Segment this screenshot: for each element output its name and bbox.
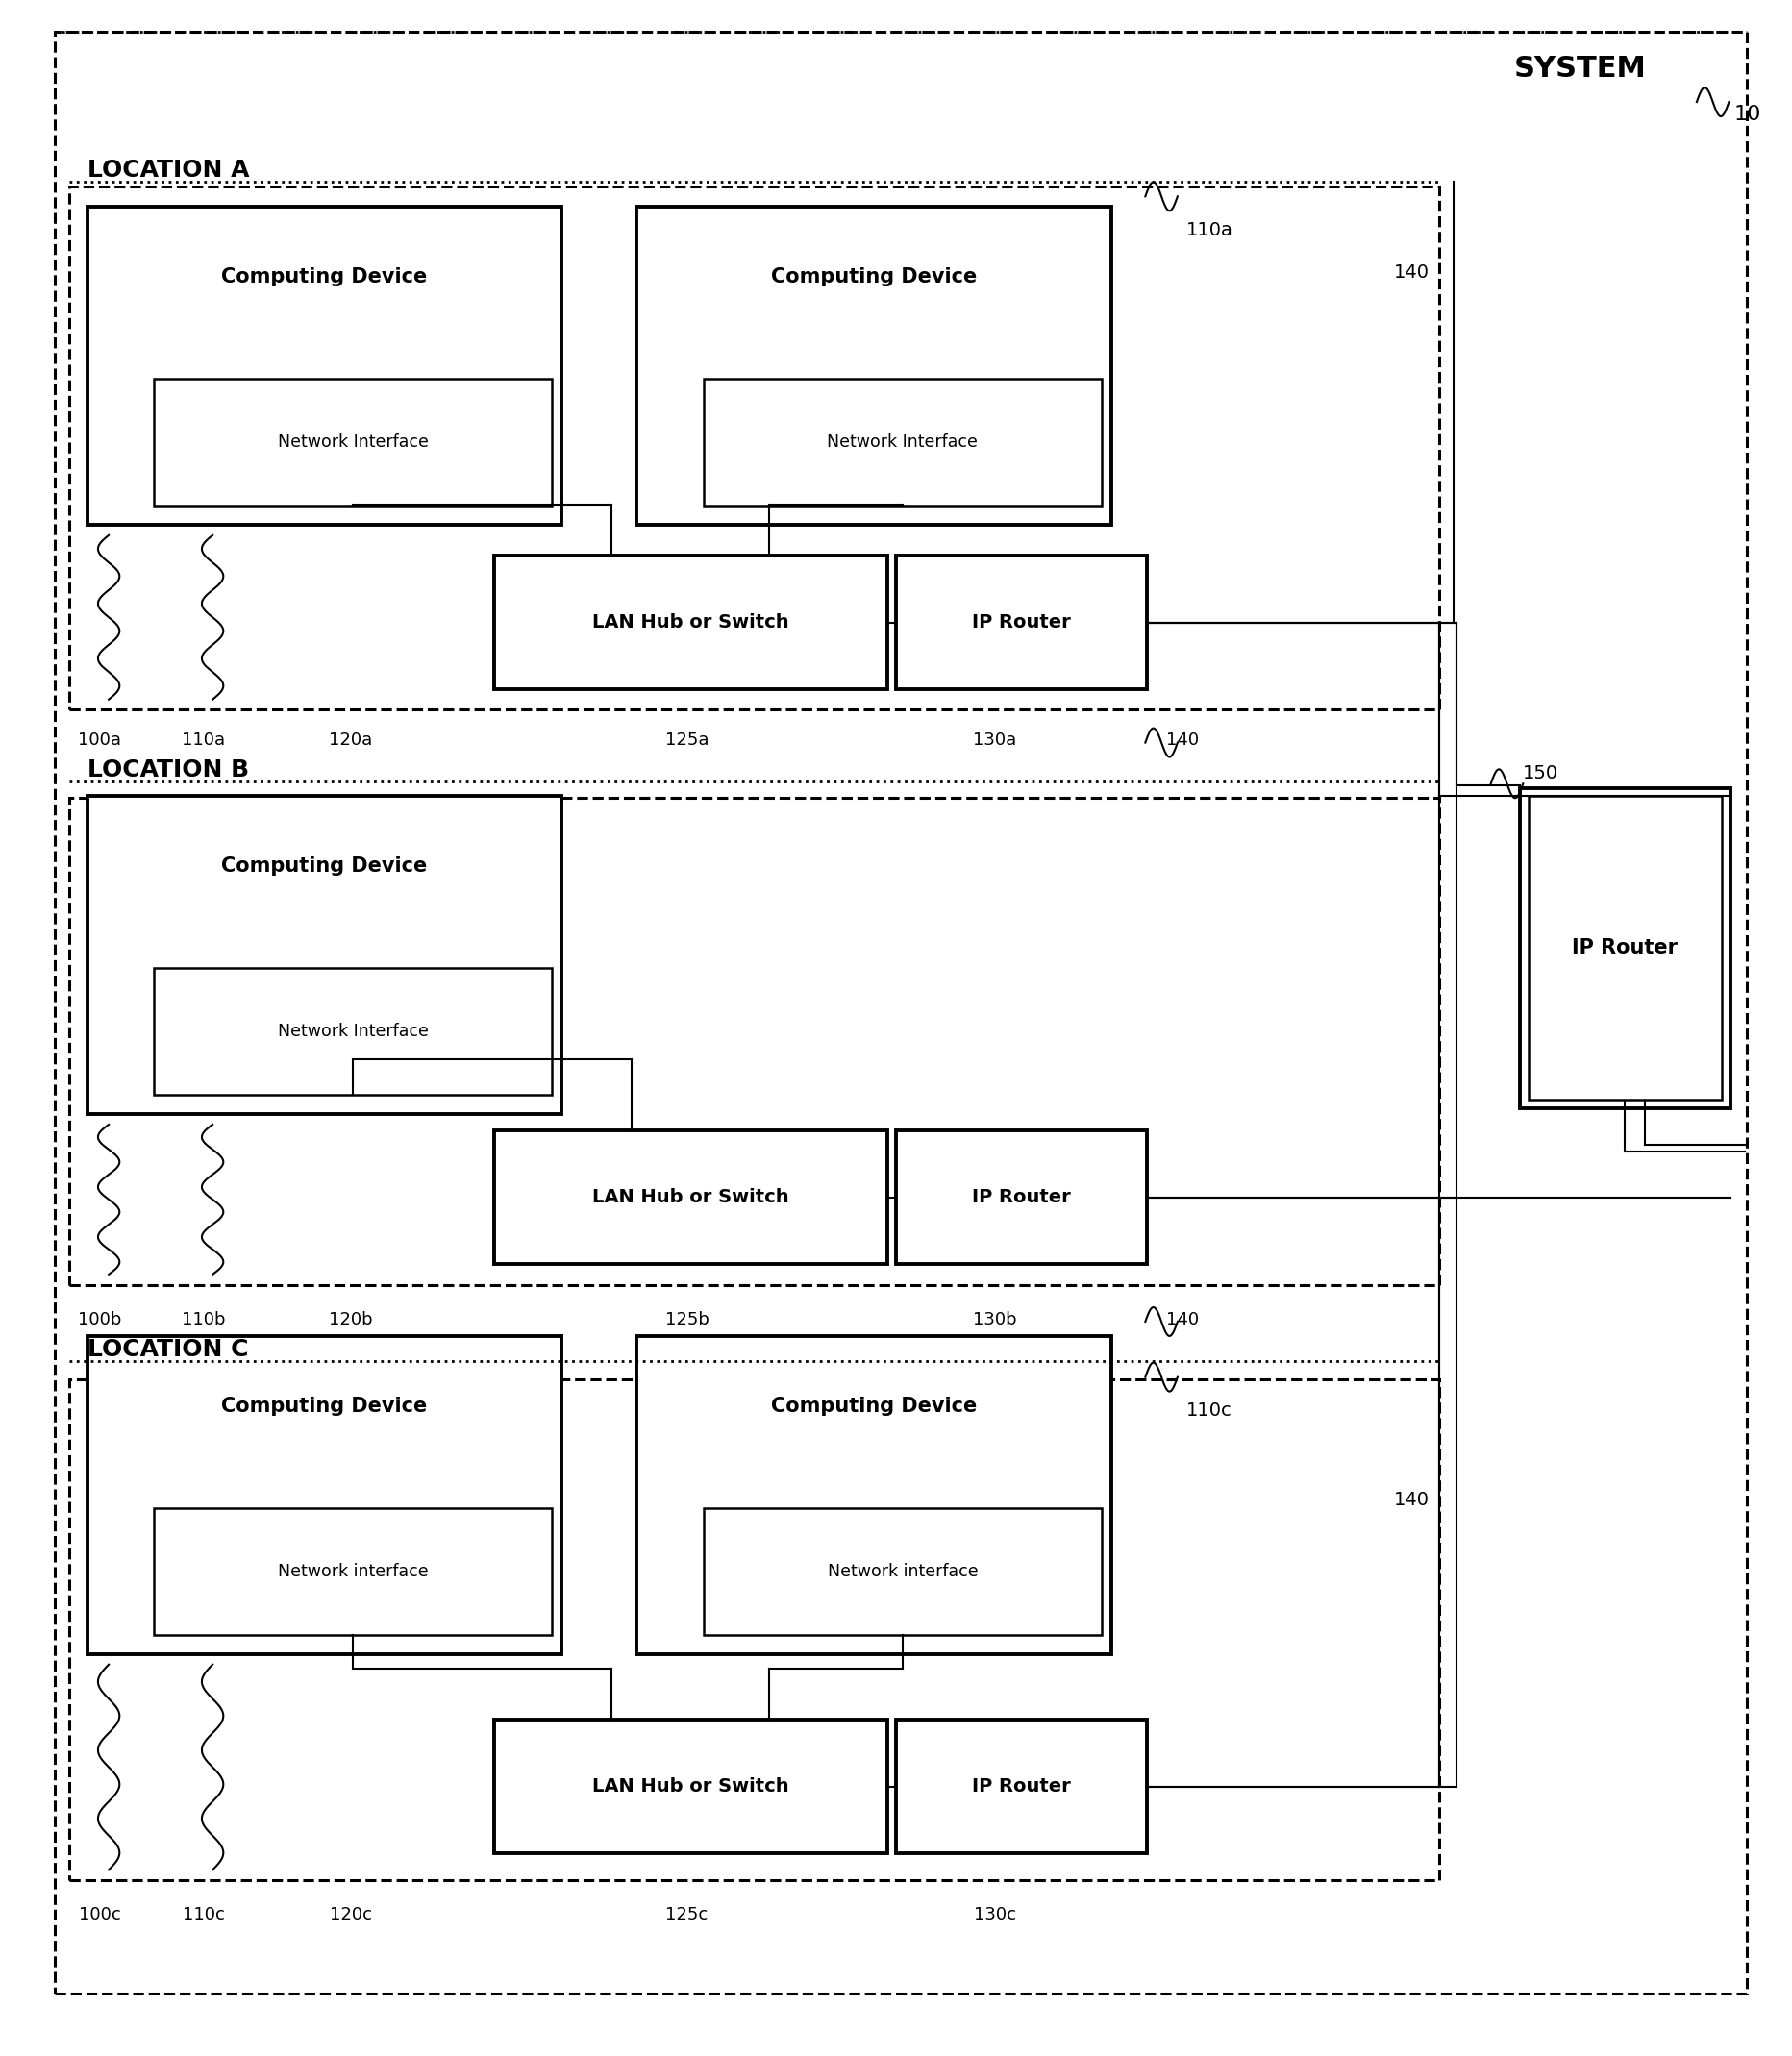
Text: Network interface: Network interface xyxy=(826,1563,977,1581)
Text: 110c: 110c xyxy=(1186,1402,1231,1421)
Text: 125c: 125c xyxy=(665,1906,708,1924)
Text: SYSTEM: SYSTEM xyxy=(1512,56,1645,82)
Text: 140: 140 xyxy=(1394,1491,1428,1509)
Text: 110a: 110a xyxy=(1186,222,1233,238)
Text: LAN Hub or Switch: LAN Hub or Switch xyxy=(591,613,788,631)
Text: 10: 10 xyxy=(1733,105,1762,123)
Text: 120b: 120b xyxy=(328,1312,373,1328)
Text: LOCATION B: LOCATION B xyxy=(88,759,249,781)
Text: 100a: 100a xyxy=(79,732,122,748)
Text: LOCATION A: LOCATION A xyxy=(88,158,249,183)
Text: Computing Device: Computing Device xyxy=(222,267,426,286)
Text: Network Interface: Network Interface xyxy=(826,434,977,450)
Text: 100b: 100b xyxy=(77,1312,122,1328)
Text: 130a: 130a xyxy=(973,732,1016,748)
Text: Computing Device: Computing Device xyxy=(222,857,426,876)
Bar xyxy=(702,1507,1102,1635)
Text: LAN Hub or Switch: LAN Hub or Switch xyxy=(591,1188,788,1207)
Text: Network interface: Network interface xyxy=(278,1563,428,1581)
Bar xyxy=(896,1721,1147,1852)
Bar xyxy=(70,187,1439,709)
Text: IP Router: IP Router xyxy=(971,613,1070,631)
Bar xyxy=(154,968,552,1096)
Text: 140: 140 xyxy=(1394,263,1428,282)
Bar xyxy=(88,1336,561,1655)
Text: 100c: 100c xyxy=(79,1906,120,1924)
Text: Computing Device: Computing Device xyxy=(771,1396,977,1417)
Bar xyxy=(702,378,1102,506)
Bar xyxy=(88,796,561,1114)
Bar xyxy=(70,798,1439,1285)
Bar xyxy=(493,1131,887,1264)
Text: Computing Device: Computing Device xyxy=(222,1396,426,1417)
Bar xyxy=(88,208,561,524)
Bar xyxy=(896,1131,1147,1264)
Text: IP Router: IP Router xyxy=(971,1188,1070,1207)
Text: 125b: 125b xyxy=(665,1312,708,1328)
Bar xyxy=(896,555,1147,689)
Bar xyxy=(493,555,887,689)
Text: LAN Hub or Switch: LAN Hub or Switch xyxy=(591,1778,788,1795)
Text: 130c: 130c xyxy=(973,1906,1016,1924)
Text: 130b: 130b xyxy=(973,1312,1016,1328)
Bar xyxy=(154,1507,552,1635)
Text: 125a: 125a xyxy=(665,732,708,748)
Bar xyxy=(636,208,1111,524)
Text: 110c: 110c xyxy=(183,1906,224,1924)
Bar xyxy=(1518,787,1729,1108)
Text: Computing Device: Computing Device xyxy=(771,267,977,286)
Bar xyxy=(493,1721,887,1852)
Text: 110b: 110b xyxy=(181,1312,226,1328)
Text: IP Router: IP Router xyxy=(971,1778,1070,1795)
Text: 150: 150 xyxy=(1521,765,1557,783)
Text: LOCATION C: LOCATION C xyxy=(88,1338,247,1361)
Text: 120c: 120c xyxy=(330,1906,371,1924)
Text: Network Interface: Network Interface xyxy=(278,1022,428,1040)
Text: Network Interface: Network Interface xyxy=(278,434,428,450)
Text: IP Router: IP Router xyxy=(1572,938,1677,958)
Text: 140: 140 xyxy=(1167,732,1199,748)
Bar xyxy=(636,1336,1111,1655)
Text: 120a: 120a xyxy=(328,732,373,748)
Bar xyxy=(1527,796,1720,1100)
Text: 140: 140 xyxy=(1167,1312,1199,1328)
Bar xyxy=(154,378,552,506)
Text: 110a: 110a xyxy=(181,732,226,748)
Bar xyxy=(70,1380,1439,1879)
